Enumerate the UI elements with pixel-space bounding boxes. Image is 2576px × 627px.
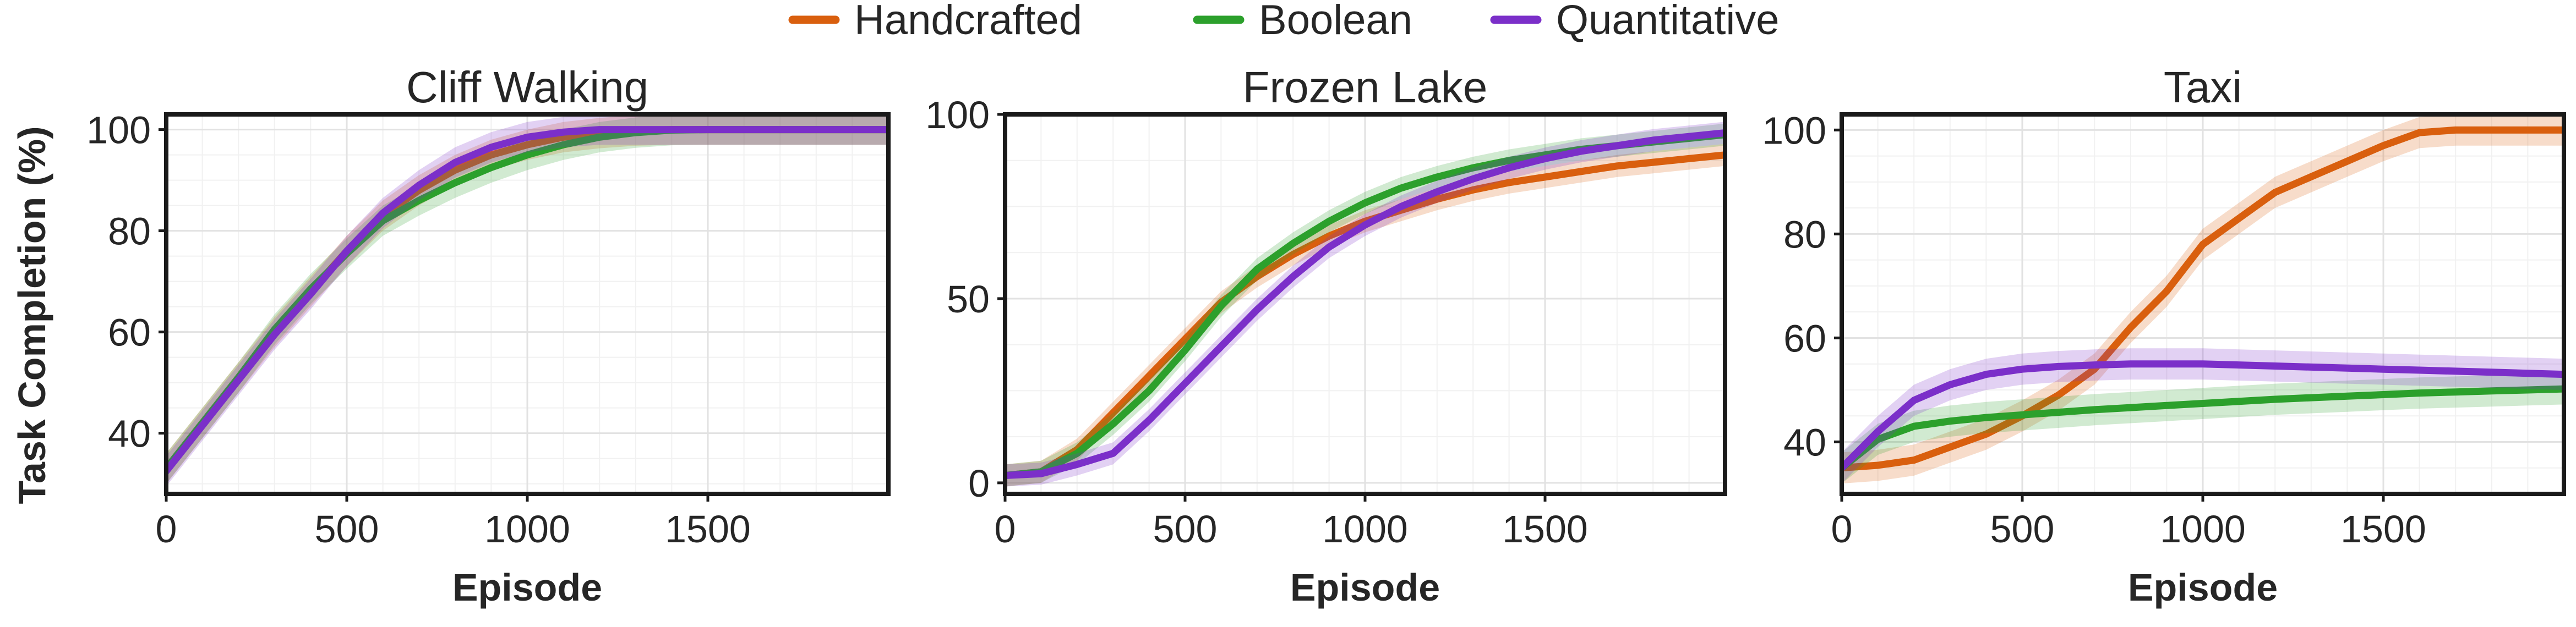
grid	[165, 114, 888, 494]
x-tick-label: 500	[1990, 508, 2055, 551]
panel-taxi: 0 500 1000 1500 40 60 80 100 Taxi Episode	[1762, 63, 2566, 609]
x-tick-label: 0	[156, 508, 177, 551]
x-axis-label: Episode	[2128, 566, 2278, 609]
x-tick-label: 1000	[2160, 508, 2246, 551]
series-band-handcrafted	[1842, 114, 2564, 484]
series-band-quantitative	[166, 114, 888, 487]
x-tick-label: 500	[1153, 508, 1218, 551]
x-tick-label: 1500	[1502, 508, 1588, 551]
panel-frozen-lake: 0 500 1000 1500 0 50 100 Frozen Lake Episode	[925, 63, 1727, 609]
y-tick-label: 40	[1783, 421, 1826, 464]
x-tick-label: 0	[1831, 508, 1853, 551]
series-group	[166, 114, 888, 487]
panel-title: Frozen Lake	[1243, 63, 1488, 112]
y-tick-label: 100	[1762, 109, 1826, 152]
panel-title: Taxi	[2164, 63, 2242, 112]
y-tick-label: 40	[108, 413, 151, 455]
y-tick-label: 0	[968, 462, 990, 505]
legend-item-boolean: Boolean	[1193, 0, 1412, 43]
x-axis-label: Episode	[452, 566, 602, 609]
x-axis-label: Episode	[1290, 566, 1440, 609]
y-tick-label: 80	[1783, 213, 1826, 256]
series-group	[1842, 114, 2564, 484]
panel-title: Cliff Walking	[406, 63, 648, 112]
legend-label: Handcrafted	[854, 0, 1082, 43]
series-line-quantitative	[166, 126, 888, 475]
y-axis-label: Task Completion (%)	[10, 126, 53, 504]
x-tick-label: 500	[315, 508, 379, 551]
y-tick-label: 50	[947, 278, 990, 321]
legend-label: Boolean	[1259, 0, 1412, 43]
legend-item-handcrafted: Handcrafted	[788, 0, 1082, 43]
legend-label: Quantitative	[1556, 0, 1780, 43]
series-line-quantitative	[1842, 360, 2564, 472]
x-tick-label: 1000	[484, 508, 570, 551]
y-tick-label: 100	[86, 109, 151, 152]
legend: Handcrafted Boolean Quantitative	[788, 0, 1780, 43]
y-tick-label: 80	[108, 210, 151, 253]
x-tick-label: 1500	[2340, 508, 2426, 551]
series-band-quantitative	[1842, 348, 2564, 484]
y-tick-label: 100	[925, 94, 990, 136]
series-group	[1005, 122, 1725, 487]
series-line-boolean	[1842, 385, 2564, 472]
grid	[1004, 113, 1725, 494]
x-tick-label: 1000	[1322, 508, 1408, 551]
series-line-handcrafted	[1842, 126, 2564, 472]
series-band-boolean	[1842, 373, 2564, 484]
y-tick-label: 60	[1783, 317, 1826, 360]
panel-cliff-walking: 0 500 1000 1500 40 60 80 100 Cliff Walking Episod…	[86, 63, 891, 609]
x-tick-label: 1500	[665, 508, 751, 551]
y-tick-label: 60	[108, 311, 151, 354]
series-line-quantitative	[1005, 129, 1725, 479]
x-tick-label: 0	[995, 508, 1016, 551]
legend-item-quantitative: Quantitative	[1490, 0, 1780, 43]
